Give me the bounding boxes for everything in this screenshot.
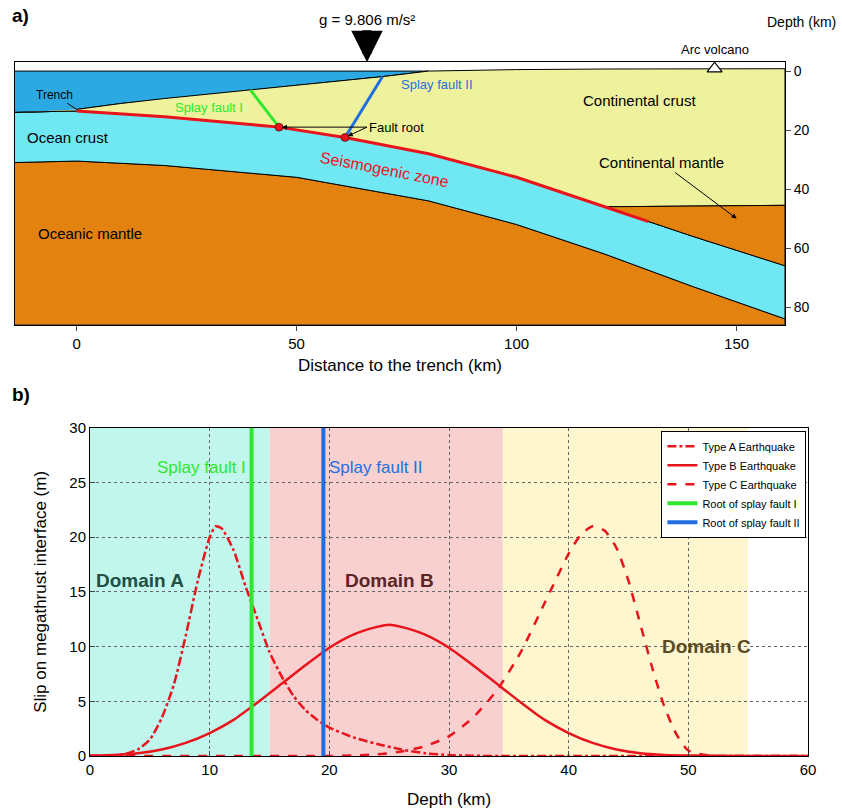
svg-text:Seismogenic zone: Seismogenic zone — [319, 149, 451, 191]
svg-text:Splay fault II: Splay fault II — [329, 458, 423, 477]
svg-text:10: 10 — [201, 761, 218, 778]
svg-text:Domain A: Domain A — [96, 570, 184, 591]
svg-text:Splay fault II: Splay fault II — [401, 77, 473, 92]
svg-text:40: 40 — [560, 761, 577, 778]
svg-text:Arc volcano: Arc volcano — [681, 42, 749, 57]
svg-text:30: 30 — [69, 419, 86, 436]
svg-text:Oceanic mantle: Oceanic mantle — [38, 225, 142, 242]
svg-text:Type C Earthquake: Type C Earthquake — [702, 479, 796, 491]
svg-text:15: 15 — [69, 583, 86, 600]
svg-text:Ocean crust: Ocean crust — [27, 129, 109, 146]
svg-text:Domain B: Domain B — [345, 570, 434, 591]
svg-text:Trench: Trench — [36, 88, 73, 102]
svg-text:50: 50 — [680, 761, 697, 778]
svg-text:10: 10 — [69, 638, 86, 655]
svg-text:20: 20 — [321, 761, 338, 778]
svg-text:Root of splay fault II: Root of splay fault II — [702, 517, 799, 529]
svg-text:Splay fault I: Splay fault I — [157, 458, 246, 477]
svg-text:Type A Earthquake: Type A Earthquake — [702, 441, 794, 453]
svg-text:0: 0 — [78, 747, 86, 764]
svg-text:80: 80 — [794, 299, 810, 315]
svg-text:Slip on megathrust interface (: Slip on megathrust interface (m) — [31, 471, 50, 713]
svg-text:a): a) — [12, 5, 29, 26]
svg-text:Depth (km): Depth (km) — [767, 14, 836, 30]
svg-text:Splay fault I: Splay fault I — [175, 100, 243, 115]
svg-text:5: 5 — [78, 693, 86, 710]
svg-text:25: 25 — [69, 474, 86, 491]
svg-text:g = 9.806 m/s²: g = 9.806 m/s² — [319, 11, 415, 28]
svg-text:0: 0 — [86, 761, 94, 778]
svg-text:Domain C: Domain C — [662, 636, 751, 657]
svg-text:40: 40 — [794, 181, 810, 197]
svg-text:20: 20 — [69, 528, 86, 545]
svg-text:150: 150 — [724, 335, 749, 352]
svg-text:Fault root: Fault root — [369, 120, 424, 135]
svg-text:Distance to the trench (km): Distance to the trench (km) — [298, 356, 502, 375]
svg-text:0: 0 — [72, 335, 80, 352]
svg-text:50: 50 — [288, 335, 305, 352]
svg-text:20: 20 — [794, 122, 810, 138]
svg-text:Depth (km): Depth (km) — [407, 790, 491, 809]
svg-text:Continental mantle: Continental mantle — [599, 154, 724, 171]
svg-text:b): b) — [12, 384, 30, 405]
svg-text:Type B Earthquake: Type B Earthquake — [702, 460, 796, 472]
svg-text:100: 100 — [504, 335, 529, 352]
svg-text:0: 0 — [794, 63, 802, 79]
svg-text:60: 60 — [794, 240, 810, 256]
svg-text:Root of splay fault I: Root of splay fault I — [702, 498, 796, 510]
svg-text:60: 60 — [800, 761, 817, 778]
svg-text:Continental crust: Continental crust — [583, 92, 696, 109]
svg-text:30: 30 — [441, 761, 458, 778]
